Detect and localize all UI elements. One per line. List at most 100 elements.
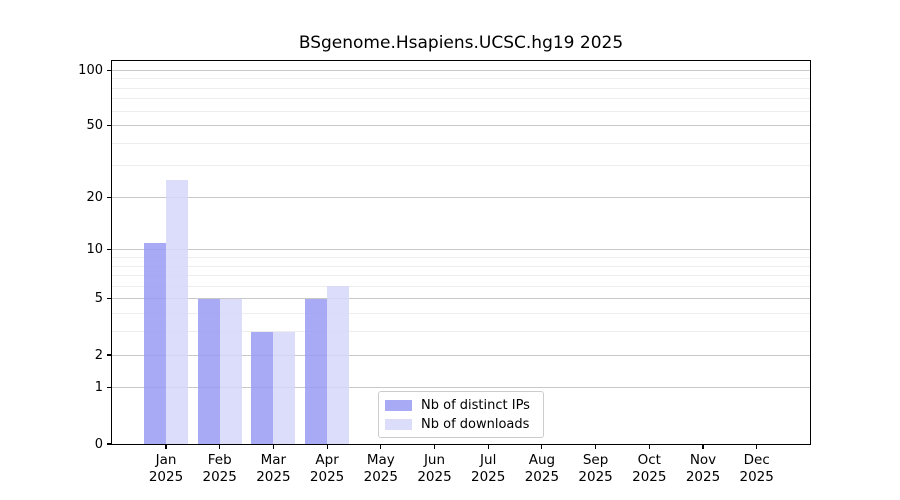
y-axis-tick [107,249,111,251]
x-axis-tick [326,445,328,449]
y-axis-tick-label: 1 [94,380,103,396]
month-label: Sep [582,452,609,468]
x-axis-tick [272,445,274,449]
x-axis-tick [648,445,650,449]
x-axis-tick-label: Nov 2025 [673,452,733,486]
x-axis-tick [380,445,382,449]
y-axis-tick-label: 10 [86,242,103,258]
year-label: 2025 [148,469,184,485]
year-label: 2025 [632,469,667,485]
x-axis-tick-label: Mar 2025 [243,452,303,486]
y-axis-tick-label: 100 [78,62,103,78]
legend-swatch-distinct-ips-icon [385,399,412,411]
gridline-major [112,298,810,300]
y-axis-tick [107,443,111,445]
gridline-minor [112,87,810,89]
x-axis-tick-label: Oct 2025 [619,452,679,486]
month-label: Jun [423,452,446,468]
bar-mar-2025-downloads [273,331,296,444]
month-label: May [366,452,395,468]
x-axis-tick [487,445,489,449]
month-label: Jan [155,452,177,468]
gridline-major [112,196,810,198]
bar-mar-2025-distinct-ips [251,331,274,444]
month-label: Apr [315,452,339,468]
legend: Nb of distinct IPs Nb of downloads [378,391,544,438]
x-axis-tick-label: Apr 2025 [297,452,357,486]
y-axis-tick [107,387,111,389]
x-axis-tick-label: Jun 2025 [405,452,465,486]
plot-area [111,60,811,445]
legend-label-distinct-ips: Nb of distinct IPs [421,397,530,413]
y-axis-tick-label: 0 [94,436,103,452]
x-axis-tick-label: May 2025 [351,452,411,486]
year-label: 2025 [309,469,345,485]
x-axis-tick [702,445,704,449]
gridline-major [112,249,810,251]
x-axis-tick [219,445,221,449]
year-label: 2025 [739,469,774,485]
bar-apr-2025-downloads [327,286,350,444]
month-label: Dec [743,452,770,468]
gridline-major [112,354,810,356]
year-label: 2025 [524,469,560,485]
gridline-major [112,387,810,389]
y-axis-tick [107,298,111,300]
month-label: Oct [637,452,661,468]
y-axis-tick-label: 2 [94,347,103,363]
gridline-minor [112,313,810,315]
x-axis-tick-label: Feb 2025 [190,452,250,486]
month-label: Aug [528,452,556,468]
year-label: 2025 [202,469,237,485]
y-axis-tick-label: 20 [86,189,103,205]
gridline-minor [112,256,810,258]
y-axis-tick [107,196,111,198]
y-axis-tick-label: 50 [86,118,103,134]
gridline-minor [112,98,810,100]
x-axis-tick-label: Jul 2025 [458,452,518,486]
bar-feb-2025-distinct-ips [197,298,220,444]
month-label: Feb [207,452,232,468]
x-axis-tick [433,445,436,449]
bar-feb-2025-downloads [219,298,242,444]
x-axis-tick-label: Jan 2025 [136,452,196,486]
bar-jan-2025-distinct-ips [144,242,166,444]
legend-label-downloads: Nb of downloads [421,416,530,432]
gridline-minor [112,110,810,112]
x-axis-tick-label: Sep 2025 [566,452,626,486]
legend-item-distinct-ips: Nb of distinct IPs [385,397,543,413]
bar-apr-2025-distinct-ips [305,298,328,444]
y-axis-tick [107,354,111,356]
y-axis-tick [107,69,111,71]
gridline-minor [112,275,810,277]
gridline-minor [112,331,810,333]
month-label: Mar [260,452,287,468]
x-axis-tick [541,445,543,449]
year-label: 2025 [417,469,452,485]
x-axis-tick-label: Dec 2025 [727,452,787,486]
year-label: 2025 [685,469,721,485]
chart-title: BSgenome.Hsapiens.UCSC.hg19 2025 [298,33,624,53]
month-label: Nov [689,452,717,468]
month-label: Jul [480,452,497,468]
gridline-minor [112,285,810,287]
legend-swatch-downloads-icon [385,418,412,430]
bar-jan-2025-downloads [166,180,188,444]
gridline-minor [112,265,810,267]
x-axis-tick [165,445,167,449]
x-axis-tick [756,445,758,449]
legend-item-downloads: Nb of downloads [385,416,543,432]
year-label: 2025 [256,469,291,485]
gridline-minor [112,78,810,80]
x-axis-tick [595,445,597,449]
year-label: 2025 [578,469,613,485]
gridline-major [112,69,810,71]
gridline-minor [112,165,810,167]
y-axis-tick-label: 5 [94,291,103,307]
year-label: 2025 [363,469,398,485]
gridline-minor [112,142,810,144]
y-axis-tick [107,124,111,127]
x-axis-tick-label: Aug 2025 [512,452,572,486]
year-label: 2025 [471,469,506,485]
